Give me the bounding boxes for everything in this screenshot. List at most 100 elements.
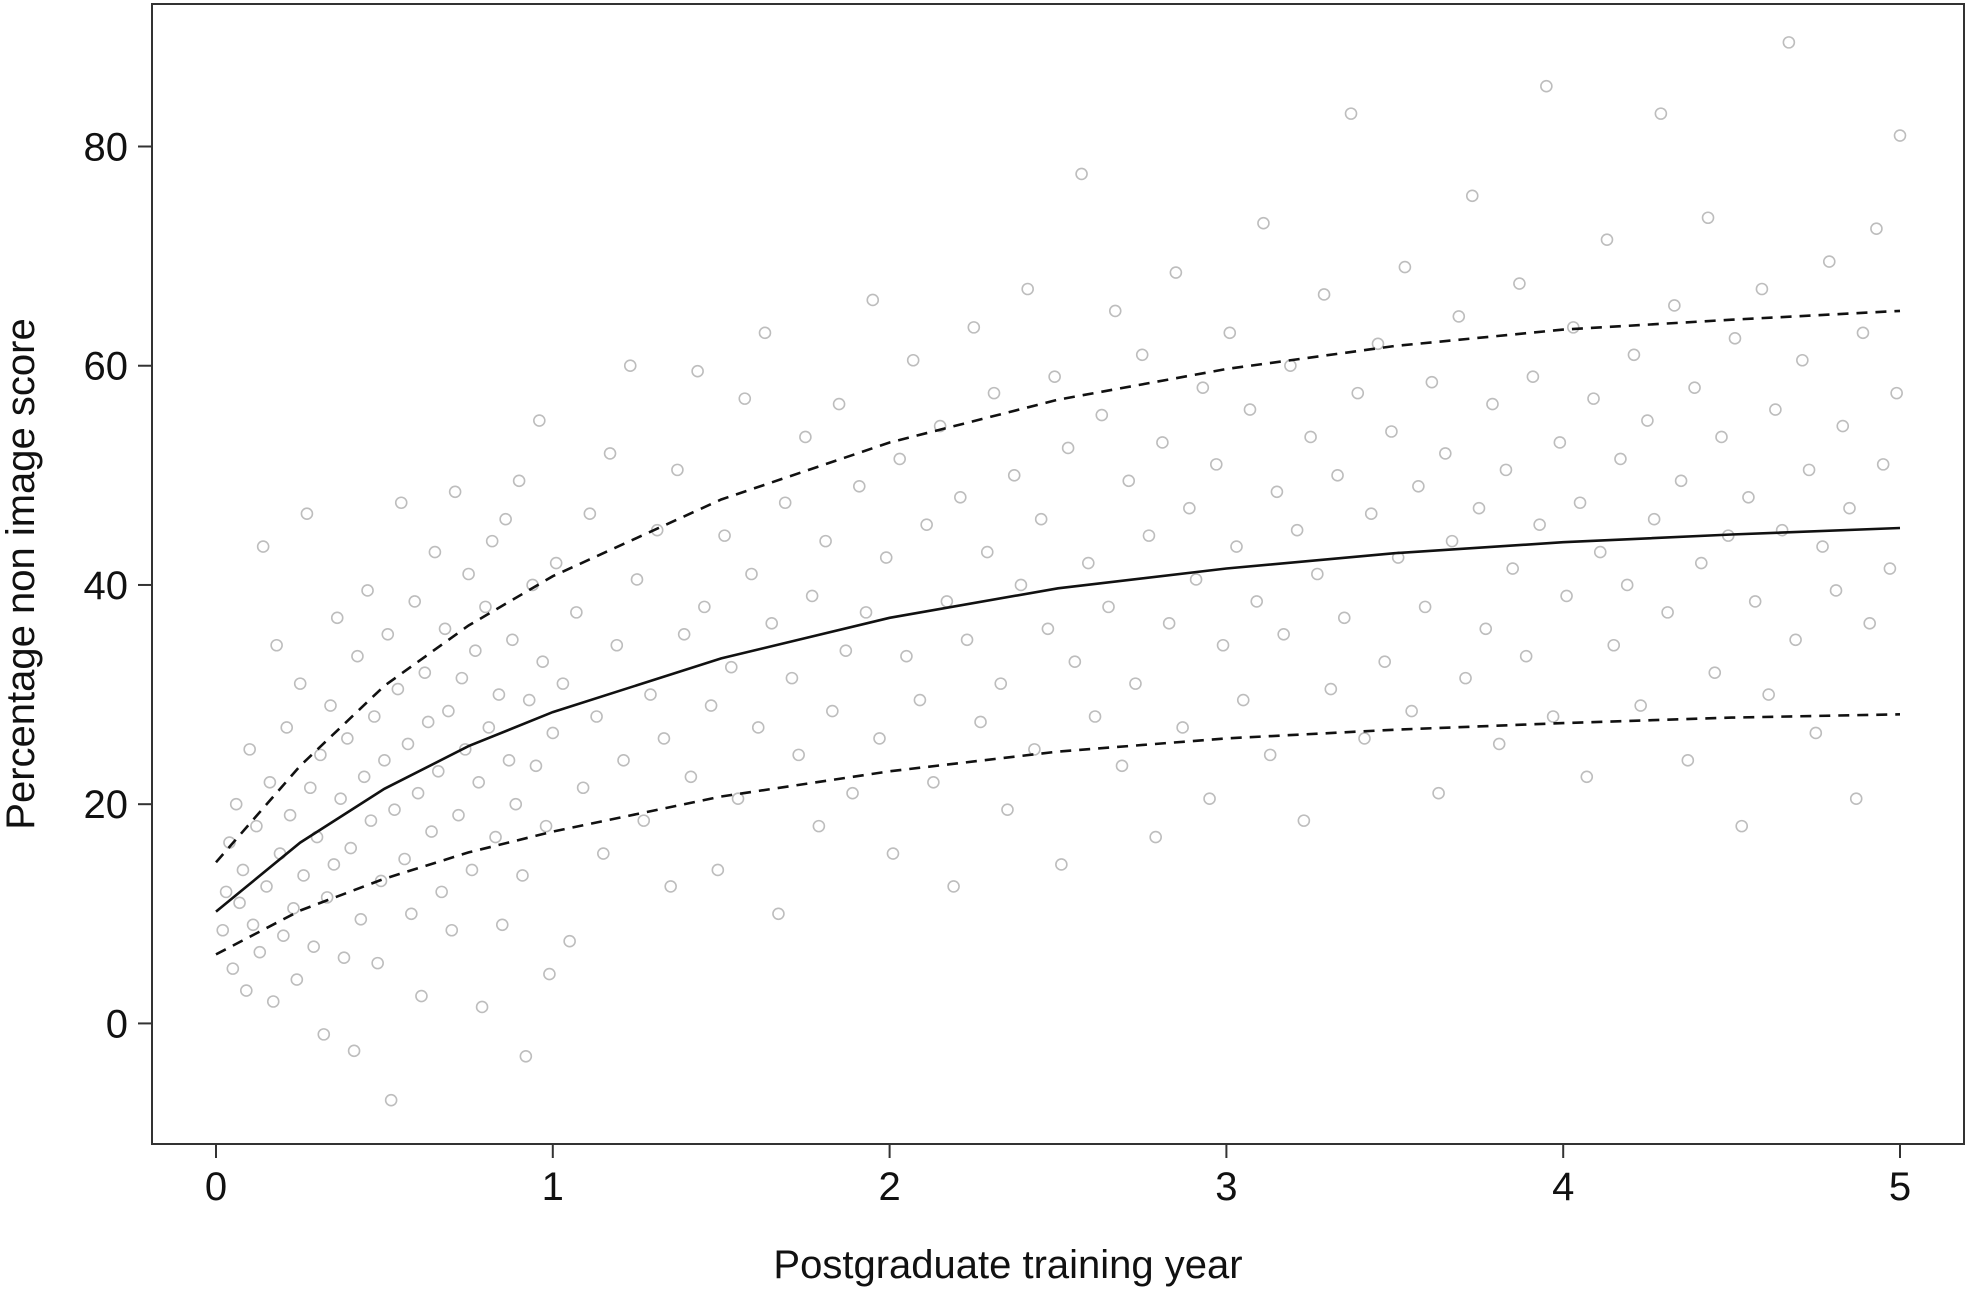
scatter-point	[1540, 79, 1553, 93]
scatter-point	[610, 638, 624, 652]
scatter-point	[597, 847, 610, 860]
scatter-point	[576, 781, 590, 795]
scatter-point	[1614, 452, 1627, 466]
scatter-point	[785, 671, 799, 685]
scatter-point	[900, 649, 913, 663]
scatter-point	[1169, 266, 1183, 279]
scatter-point	[506, 633, 519, 647]
scatter-point	[1789, 633, 1802, 647]
scatter-point	[347, 1044, 361, 1058]
scatter-point	[448, 485, 462, 499]
scatter-point	[1216, 638, 1230, 652]
scatter-point	[250, 819, 263, 833]
scatter-point	[1371, 337, 1385, 351]
scatter-point	[472, 775, 485, 789]
scatter-point	[1499, 463, 1513, 477]
scatter-point	[1317, 288, 1331, 301]
scatter-point	[1149, 830, 1162, 844]
scatter-point	[512, 474, 526, 488]
scatter-point	[1439, 447, 1452, 460]
plot-frame	[151, 3, 1965, 1145]
scatter-point	[442, 704, 455, 718]
scatter-point	[293, 677, 307, 690]
scatter-point	[303, 781, 317, 795]
scatter-point	[630, 573, 644, 586]
scatter-point	[1405, 704, 1418, 718]
scatter-point	[657, 732, 671, 745]
scatter-point	[344, 841, 358, 855]
scatter-point	[940, 595, 954, 608]
scatter-point	[509, 797, 523, 811]
scatter-point	[1715, 430, 1728, 444]
scatter-point	[1129, 677, 1142, 690]
scatter-point	[1007, 469, 1021, 482]
scatter-point	[536, 655, 549, 668]
scatter-point	[933, 419, 947, 433]
y-tick-label: 0	[106, 1002, 128, 1046]
scatter-point	[240, 984, 253, 997]
scatter-point	[731, 792, 745, 806]
scatter-point	[499, 512, 512, 526]
scatter-point	[1270, 485, 1284, 499]
scatter-point	[778, 496, 792, 510]
scatter-point	[1311, 567, 1324, 581]
scatter-point	[1519, 649, 1533, 663]
scatter-point	[1014, 578, 1028, 592]
scatter-point	[1324, 682, 1338, 696]
scatter-point	[1203, 792, 1216, 806]
scatter-point	[1634, 699, 1647, 712]
scatter-point	[418, 666, 432, 679]
scatter-point	[1021, 282, 1034, 296]
scatter-point	[994, 677, 1008, 690]
scatter-point	[1082, 556, 1095, 570]
scatter-point	[277, 929, 290, 943]
scatter-point	[334, 792, 347, 806]
y-tick-label: 60	[84, 345, 129, 389]
scatter-point	[1257, 216, 1270, 230]
scatter-point	[384, 1093, 398, 1107]
scatter-point	[341, 732, 354, 745]
fitted-lines	[215, 309, 1901, 956]
scatter-point	[327, 858, 341, 871]
scatter-point	[1398, 260, 1412, 274]
scatter-point	[1870, 222, 1883, 236]
scatter-point	[704, 699, 718, 712]
scatter-point	[519, 1050, 533, 1063]
scatter-point	[913, 693, 927, 707]
scatter-point	[718, 529, 731, 542]
scatter-point	[886, 847, 900, 860]
scatter-point	[1189, 573, 1203, 586]
scatter-point	[394, 496, 408, 510]
scatter-point	[495, 918, 509, 932]
scatter-point	[1782, 36, 1796, 49]
scatter-point	[1432, 786, 1445, 800]
scatter-point	[1553, 436, 1567, 449]
scatter-point	[725, 660, 738, 674]
scatter-point	[1890, 386, 1903, 400]
scatter-point	[270, 638, 283, 652]
scatter-point	[1809, 726, 1823, 740]
confidence-band-line	[215, 713, 1901, 956]
scatter-point	[357, 770, 371, 784]
scatter-point	[1344, 107, 1358, 120]
scatter-point	[502, 754, 516, 767]
scatter-point	[603, 447, 617, 460]
scatter-point	[1337, 611, 1351, 625]
scatter-point	[839, 644, 853, 658]
scatter-point	[354, 912, 368, 926]
scatter-point	[1506, 562, 1519, 575]
scatter-point	[1593, 545, 1607, 559]
x-axis-label: Postgraduate training year	[773, 1243, 1242, 1287]
scatter-point	[920, 518, 933, 531]
scatter-point	[428, 545, 442, 559]
scatter-point	[381, 627, 395, 641]
x-tick-label: 2	[878, 1165, 900, 1209]
scatter-point	[243, 743, 256, 756]
scatter-point	[1573, 496, 1587, 510]
scatter-point	[1863, 617, 1876, 630]
scatter-point	[1412, 480, 1425, 493]
scatter-point	[421, 715, 435, 729]
x-tick-label: 4	[1552, 1165, 1574, 1209]
scatter-point	[364, 814, 378, 827]
